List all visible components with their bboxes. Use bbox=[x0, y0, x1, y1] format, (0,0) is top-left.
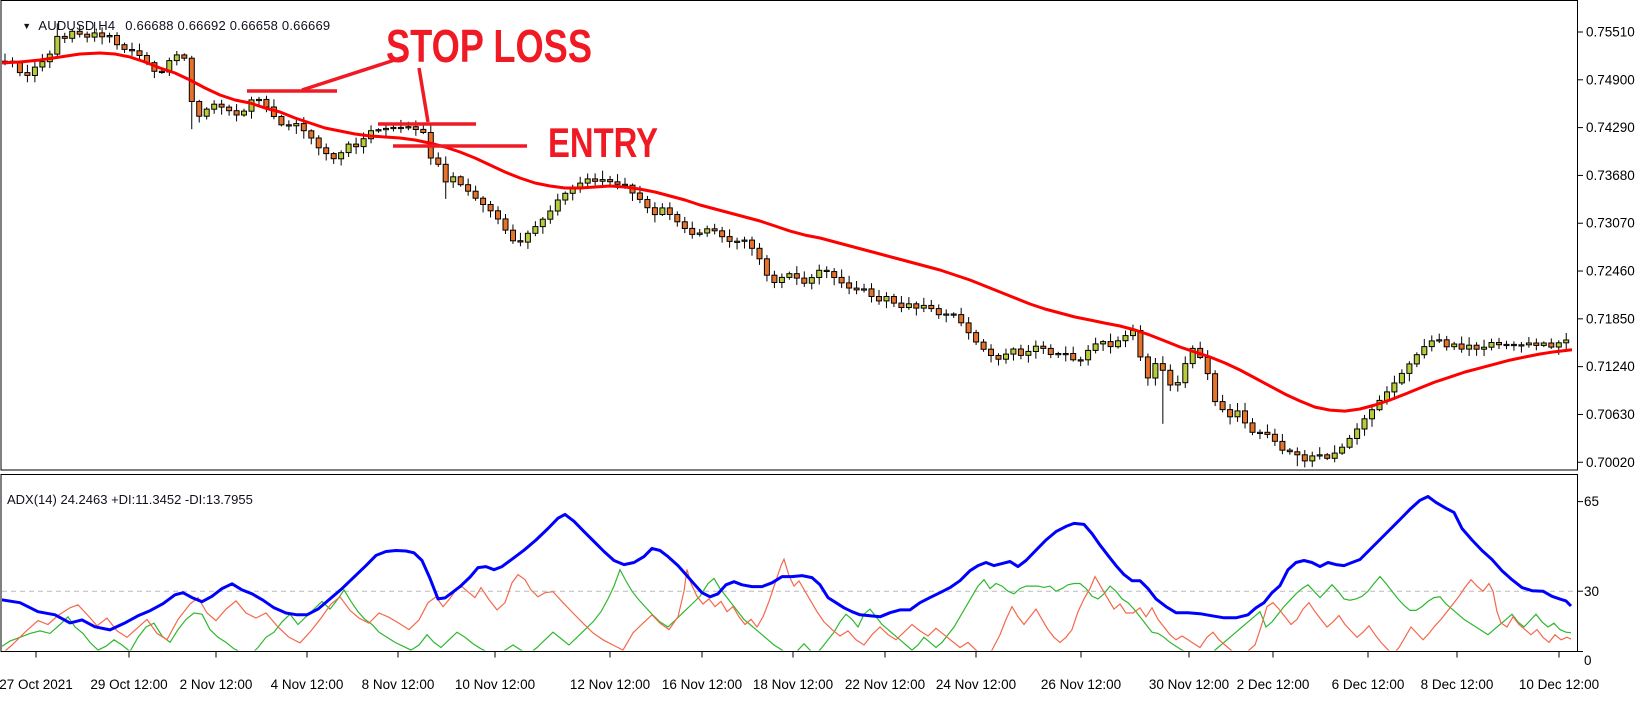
candles bbox=[2, 21, 1570, 468]
price-tick-label: 0.70020 bbox=[1586, 455, 1635, 470]
indicator-tick-label: 65 bbox=[1584, 494, 1599, 509]
price-tick-label: 0.70630 bbox=[1586, 407, 1635, 422]
price-axis: 0.75510 0.74900 0.74290 0.73680 0.73070 0.724… bbox=[1577, 25, 1635, 470]
indicator-label: ADX(14) 24.2463 +DI:11.3452 -DI:13.7955 bbox=[7, 492, 253, 507]
price-tick-label: 0.73070 bbox=[1586, 216, 1635, 231]
time-tick-label: 8 Nov 12:00 bbox=[362, 677, 435, 692]
time-tick-label: 27 Oct 2021 bbox=[0, 677, 73, 692]
time-tick-label: 18 Nov 12:00 bbox=[753, 677, 833, 692]
time-tick-label: 4 Nov 12:00 bbox=[271, 677, 344, 692]
price-panel[interactable] bbox=[0, 0, 1578, 471]
price-tick-label: 0.71850 bbox=[1586, 311, 1635, 326]
annotation-line bbox=[301, 55, 405, 92]
adx-line bbox=[2, 495, 1573, 632]
time-tick-label: 16 Nov 12:00 bbox=[662, 677, 742, 692]
trade-annotations: STOP LOSS ENTRY bbox=[247, 20, 658, 166]
price-tick-label: 0.74290 bbox=[1586, 120, 1635, 135]
annotation-line bbox=[417, 67, 430, 123]
moving-average-line bbox=[2, 51, 1573, 413]
time-tick-label: 29 Oct 12:00 bbox=[90, 677, 167, 692]
time-tick-label: 12 Nov 12:00 bbox=[570, 677, 650, 692]
time-tick-label: 22 Nov 12:00 bbox=[845, 677, 925, 692]
stop-loss-label: STOP LOSS bbox=[386, 20, 592, 72]
indicator-tick-label: 0 bbox=[1584, 653, 1592, 668]
plus-di-line bbox=[4, 557, 1572, 651]
entry-label: ENTRY bbox=[548, 119, 658, 166]
time-tick-label: 30 Nov 12:00 bbox=[1149, 677, 1229, 692]
time-tick-label: 10 Dec 12:00 bbox=[1519, 677, 1599, 692]
price-tick-label: 0.75510 bbox=[1586, 25, 1635, 40]
chart-title: ▼ AUDUSD,H4 0.66688 0.66692 0.66658 0.6666… bbox=[7, 3, 330, 48]
adx-indicator bbox=[2, 495, 1577, 651]
price-tick-label: 0.74900 bbox=[1586, 72, 1635, 87]
time-tick-label: 24 Nov 12:00 bbox=[936, 677, 1016, 692]
time-tick-label: 26 Nov 12:00 bbox=[1041, 677, 1121, 692]
price-tick-label: 0.73680 bbox=[1586, 168, 1635, 183]
collapse-triangle-icon[interactable]: ▼ bbox=[22, 21, 32, 31]
price-tick-label: 0.72460 bbox=[1586, 264, 1635, 279]
price-tick-label: 0.71240 bbox=[1586, 359, 1635, 374]
indicator-axis: 65 30 0 bbox=[1577, 494, 1599, 668]
minus-di-line bbox=[2, 568, 1572, 651]
time-tick-label: 8 Dec 12:00 bbox=[1421, 677, 1494, 692]
time-tick-label: 6 Dec 12:00 bbox=[1332, 677, 1405, 692]
symbol-timeframe: AUDUSD,H4 bbox=[38, 18, 116, 33]
time-tick-label: 2 Nov 12:00 bbox=[180, 677, 253, 692]
indicator-tick-label: 30 bbox=[1584, 584, 1599, 599]
ohlc-readout: 0.66688 0.66692 0.66658 0.66669 bbox=[125, 18, 331, 33]
time-axis: 27 Oct 2021 29 Oct 12:00 2 Nov 12:00 4 Nov … bbox=[0, 651, 1599, 692]
time-tick-label: 2 Dec 12:00 bbox=[1237, 677, 1310, 692]
time-tick-label: 10 Nov 12:00 bbox=[455, 677, 535, 692]
